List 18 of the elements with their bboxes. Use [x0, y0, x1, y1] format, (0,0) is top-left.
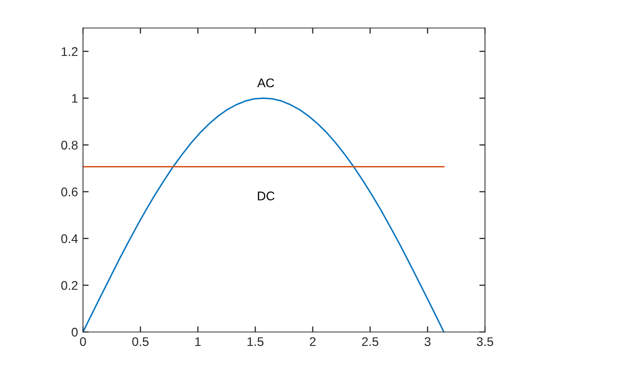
- x-tick-label: 2: [310, 337, 316, 346]
- y-tick-label: 0.2: [61, 281, 78, 290]
- y-tick-label: 1.2: [62, 47, 78, 56]
- x-tick-label: 2.5: [362, 337, 378, 346]
- y-tick-label: 0: [72, 328, 78, 337]
- y-tick-label: 1: [72, 94, 78, 103]
- x-tick-label: 3.5: [476, 337, 494, 346]
- annotation: AC: [257, 78, 274, 88]
- x-tick-label: 0: [80, 337, 86, 346]
- x-tick-label: 1.5: [248, 337, 264, 346]
- x-tick-label: 1: [195, 337, 201, 346]
- y-tick-label: 0.8: [61, 140, 78, 150]
- x-tick-label: 0.5: [132, 337, 149, 346]
- x-tick-label: 3: [424, 337, 430, 346]
- y-tick-label: 0.4: [61, 234, 78, 244]
- y-tick-label: 0.6: [61, 187, 78, 196]
- line-series: [83, 97, 445, 332]
- annotation: DC: [258, 192, 274, 200]
